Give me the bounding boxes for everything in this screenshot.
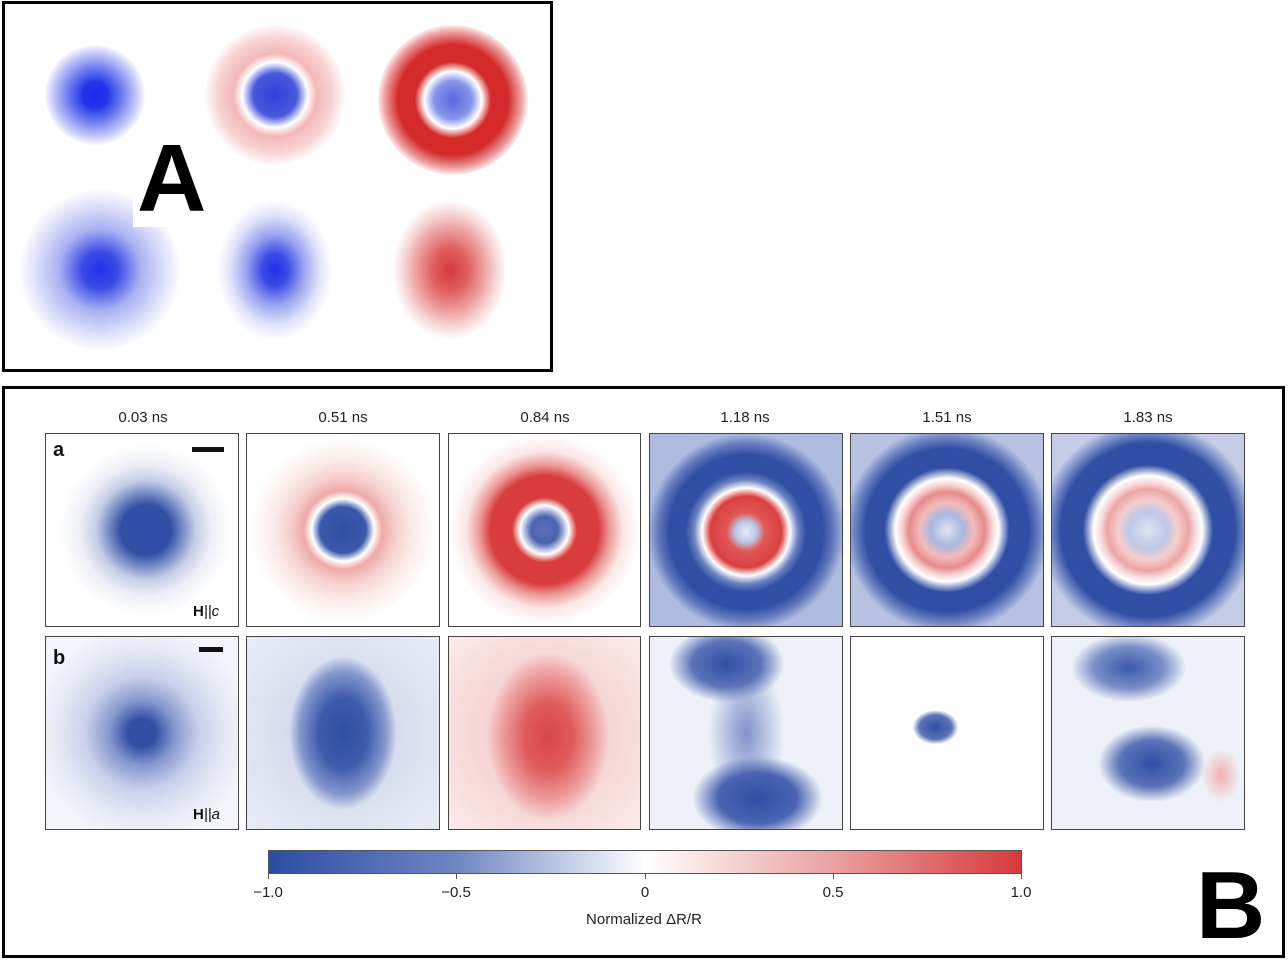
time-label-2: 0.51 ns [318,409,368,426]
colorbar-tick-4 [833,874,834,879]
image-a-4 [649,433,843,627]
row-label-a: a [53,439,65,461]
colorbar-label-4: 0.5 [822,884,844,901]
field-label-a: H||c [193,603,220,620]
image-b-5 [850,636,1044,830]
image-b-2 [246,636,440,830]
image-b-4 [649,636,843,830]
colorbar-label-5: 1.0 [1010,884,1032,901]
image-b-1 [45,636,239,830]
scale-bar-a [192,447,224,452]
colorbar [268,850,1022,874]
time-label-3: 0.84 ns [520,409,570,426]
colorbar-tick-1 [268,874,269,879]
panel-b-letter: B [1196,852,1266,959]
thumb-a-3 [378,25,528,175]
image-b-6 [1051,636,1245,830]
colorbar-label-3: 0 [640,884,650,901]
colorbar-label-2: −0.5 [441,884,471,901]
time-label-5: 1.51 ns [922,409,972,426]
image-a-5 [850,433,1044,627]
image-a-1 [45,433,239,627]
thumb-a-6 [370,190,530,350]
time-label-6: 1.83 ns [1123,409,1173,426]
thumb-a-5 [195,190,355,350]
thumb-a-2 [205,25,345,165]
time-label-1: 0.03 ns [118,409,168,426]
image-b-3 [448,636,641,830]
time-label-4: 1.18 ns [720,409,770,426]
colorbar-label-1: −1.0 [253,884,283,901]
colorbar-title: Normalized ΔR/R [586,911,702,928]
colorbar-tick-3 [645,874,646,879]
colorbar-tick-5 [1021,874,1022,879]
thumb-a-1 [45,45,145,145]
colorbar-tick-2 [456,874,457,879]
image-a-2 [246,433,440,627]
image-a-6 [1051,433,1245,627]
field-label-b: H||a [193,806,220,823]
scale-bar-b [199,647,223,652]
panel-a-letter: A [133,125,211,227]
image-a-3 [448,433,641,627]
row-label-b: b [53,647,66,669]
